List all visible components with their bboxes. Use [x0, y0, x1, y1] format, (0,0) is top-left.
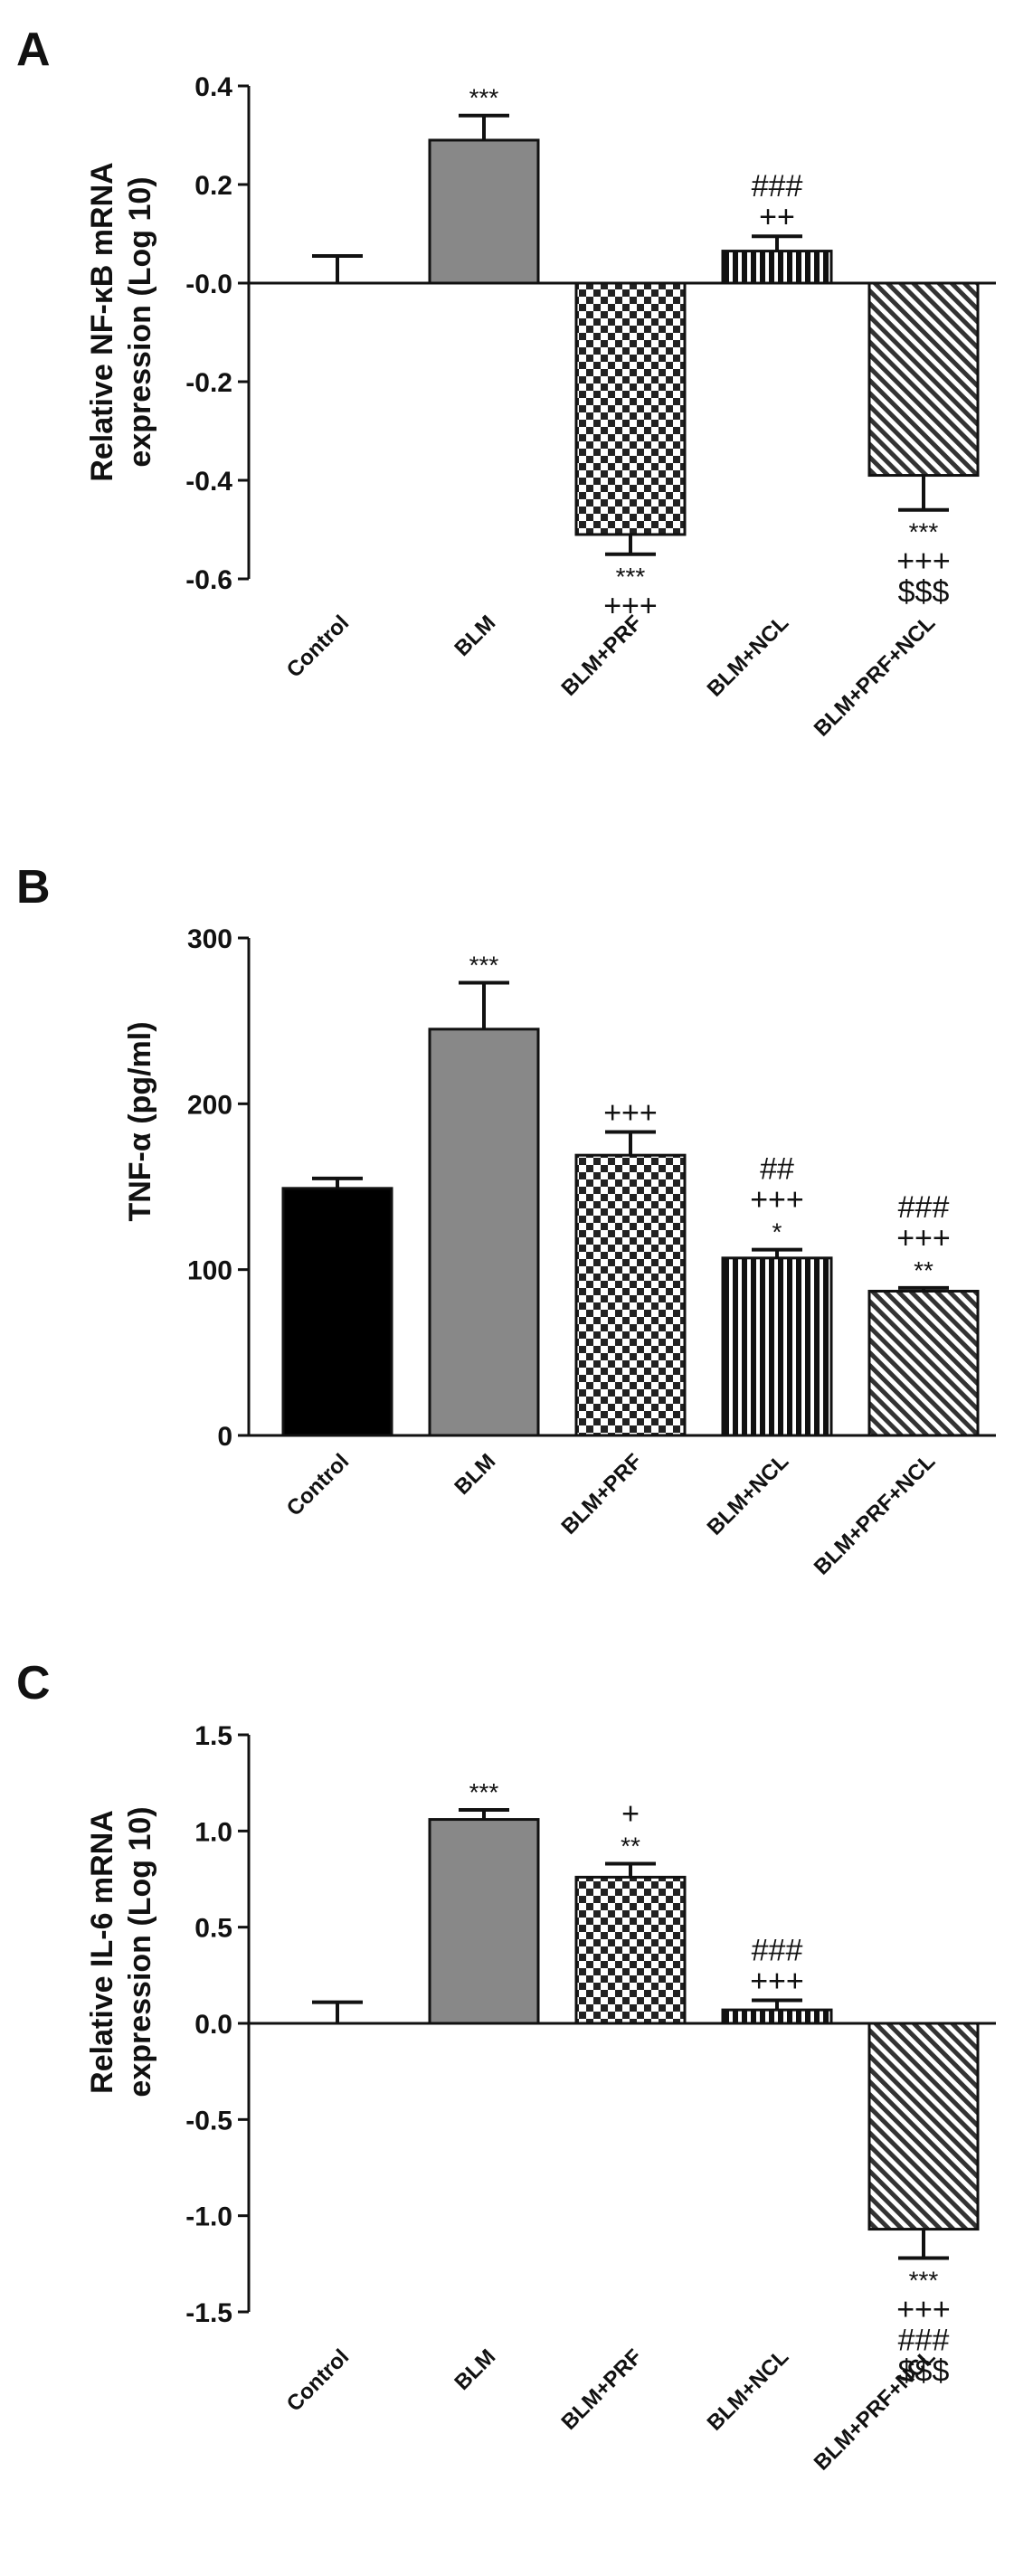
y-tick-label: 300	[187, 924, 232, 954]
bar	[574, 1875, 687, 2025]
y-tick-label: -1.0	[185, 2202, 232, 2232]
x-category-label: BLM	[450, 2344, 500, 2395]
significance-label: ***	[909, 2266, 939, 2294]
significance-label: ***	[469, 952, 499, 980]
significance-label: +++	[603, 589, 658, 623]
panel-letter-c: C	[16, 1657, 51, 1709]
plot-area-a: 0.40.2-0.0-0.2-0.4-0.6Control***BLM***++…	[185, 72, 996, 742]
panel-letter-b: B	[16, 861, 51, 914]
x-category-label: BLM+PRF	[557, 1449, 648, 1539]
y-axis-label-line-2: expression (Log 10)	[123, 176, 157, 467]
bar	[428, 1818, 540, 2025]
x-category-label: BLM	[450, 1449, 500, 1500]
x-category-label: BLM+NCL	[703, 611, 794, 702]
x-category-label: BLM+PRF	[557, 611, 648, 701]
significance-label: ***	[469, 84, 499, 112]
x-category-label: BLM+NCL	[703, 1449, 794, 1540]
y-axis-label-line-2: expression (Log 10)	[123, 1806, 157, 2097]
panel-a: A Relative NF-κB mRNA expression (Log 10…	[16, 24, 996, 742]
plot-area-b: 3002001000Control***BLM+++BLM+PRF*+++##B…	[187, 924, 996, 1580]
bar	[867, 281, 980, 478]
bar	[281, 1187, 393, 1437]
bar	[428, 1028, 540, 1437]
significance-label: ++	[759, 200, 795, 234]
significance-label: ***	[616, 563, 646, 591]
x-category-label: Control	[282, 611, 354, 682]
significance-label: +	[621, 1796, 640, 1831]
significance-label: *	[772, 1218, 782, 1246]
bar	[867, 2022, 980, 2231]
x-category-label: BLM	[450, 611, 500, 661]
x-category-label: BLM+PRF+NCL	[810, 2344, 940, 2475]
significance-label: +++	[896, 1221, 951, 1255]
bar	[721, 1256, 833, 1437]
panel-b: B TNF-α (pg/ml) 3002001000Control***BLM+…	[16, 861, 996, 1580]
y-tick-label: -0.2	[185, 368, 232, 398]
y-tick-label: -0.0	[185, 270, 232, 299]
significance-label: ###	[752, 1933, 803, 1967]
panel-c: C Relative IL-6 mRNA expression (Log 10)…	[16, 1657, 996, 2476]
panel-letter-a: A	[16, 24, 51, 76]
significance-label: $$$	[898, 575, 950, 610]
y-tick-label: 100	[187, 1256, 232, 1286]
y-tick-label: 0.5	[194, 1914, 232, 1944]
y-tick-label: 1.0	[194, 1817, 232, 1847]
x-category-label: BLM+NCL	[703, 2344, 794, 2436]
significance-label: +++	[896, 2292, 951, 2326]
significance-label: **	[914, 1256, 933, 1284]
y-axis-label-line-1: Relative IL-6 mRNA	[85, 1810, 119, 2094]
y-tick-label: 1.5	[194, 1721, 232, 1751]
bar	[867, 1290, 980, 1437]
y-tick-label: 0.4	[194, 72, 232, 102]
bar	[574, 1153, 687, 1437]
y-axis-label-line-1: Relative NF-κB mRNA	[85, 162, 119, 481]
significance-label: ##	[760, 1152, 794, 1187]
bar	[721, 2008, 833, 2025]
significance-label: ***	[909, 518, 939, 546]
plot-area-c: 1.51.00.50.0-0.5-1.0-1.5Control***BLM**+…	[185, 1721, 996, 2476]
y-tick-label: -0.4	[185, 467, 232, 497]
y-tick-label: -0.5	[185, 2106, 232, 2136]
x-category-label: BLM+PRF+NCL	[810, 1449, 940, 1579]
significance-label: +++	[896, 545, 951, 579]
bar	[721, 250, 833, 285]
y-tick-label: 0.2	[194, 171, 232, 201]
significance-label: ***	[469, 1778, 499, 1806]
x-category-label: Control	[282, 1449, 354, 1520]
bar	[574, 281, 687, 536]
significance-label: +++	[750, 1964, 804, 1998]
x-category-label: BLM+PRF	[557, 2344, 648, 2435]
bar	[428, 138, 540, 285]
y-tick-label: 0	[217, 1422, 232, 1452]
significance-label: +++	[603, 1096, 658, 1131]
x-category-label: Control	[282, 2344, 354, 2416]
significance-label: ###	[898, 2323, 950, 2357]
y-tick-label: -0.6	[185, 565, 232, 595]
y-tick-label: -1.5	[185, 2298, 232, 2328]
y-axis-label-line-1: TNF-α (pg/ml)	[123, 1021, 157, 1221]
significance-label: +++	[750, 1183, 804, 1217]
y-tick-label: 0.0	[194, 2010, 232, 2040]
x-category-label: BLM+PRF+NCL	[810, 611, 940, 741]
significance-label: **	[621, 1832, 640, 1860]
significance-label: $$$	[898, 2353, 950, 2388]
significance-label: ###	[898, 1190, 950, 1225]
significance-label: ###	[752, 169, 803, 204]
y-tick-label: 200	[187, 1090, 232, 1120]
